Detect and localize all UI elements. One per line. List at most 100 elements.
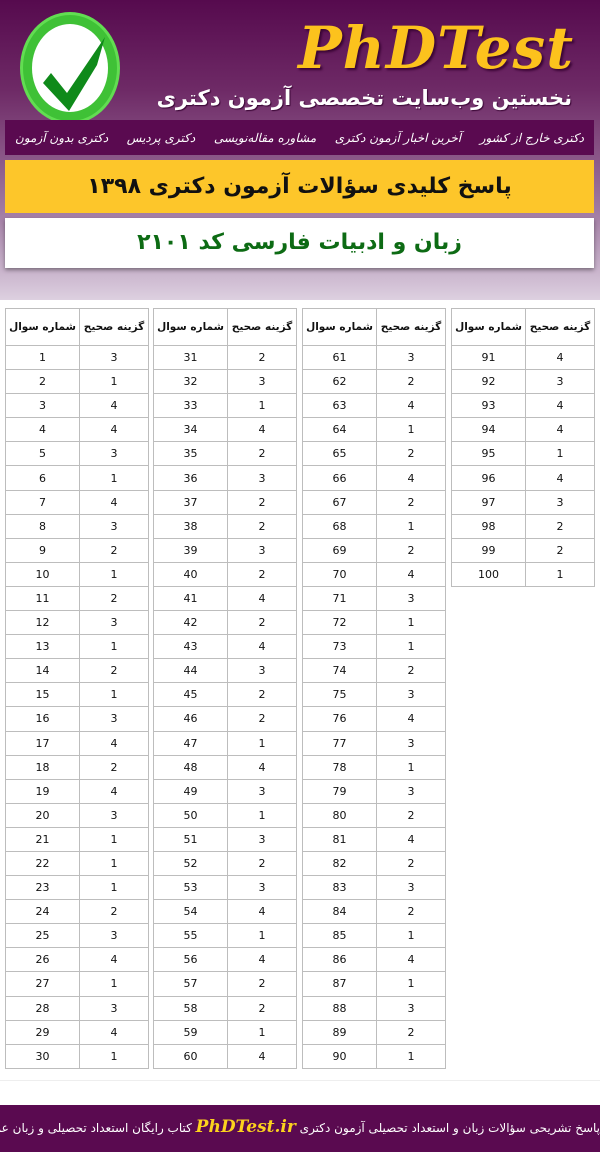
nav-item[interactable]: دکتری بدون آزمون	[15, 130, 109, 145]
table-row: 32 3	[153, 369, 297, 395]
question-number: 5	[5, 441, 80, 467]
question-number: 6	[5, 465, 80, 491]
table-row: 86 4	[302, 947, 446, 973]
answer-table: شماره سوال گزینه صحیح 61 3 62 2 63 4 64 1 65 2 66 4 67…	[302, 308, 446, 1069]
question-number: 87	[302, 971, 377, 997]
correct-answer: 1	[79, 826, 149, 852]
nav-item[interactable]: دکتری پردیس	[126, 130, 196, 145]
correct-answer: 1	[79, 850, 149, 877]
question-number: 20	[5, 802, 80, 828]
question-number: 11	[5, 585, 80, 612]
correct-answer: 2	[227, 682, 297, 708]
correct-answer: 3	[376, 585, 446, 612]
correct-answer: 1	[227, 802, 297, 828]
question-number: 14	[5, 658, 80, 684]
question-number: 76	[302, 706, 377, 732]
correct-answer: 3	[525, 369, 595, 395]
question-number: 41	[153, 585, 228, 612]
correct-answer: 2	[79, 899, 149, 925]
correct-answer: 4	[525, 344, 595, 371]
table-row: 76 4	[302, 706, 446, 732]
answer-header: گزینه صحیح	[376, 308, 446, 346]
correct-answer: 4	[525, 417, 595, 443]
correct-answer: 1	[376, 971, 446, 997]
footer-link[interactable]: PhDTest.ir	[195, 1117, 296, 1137]
table-row: 48 4	[153, 754, 297, 780]
question-number: 68	[302, 513, 377, 539]
table-row: 19 4	[5, 778, 149, 804]
question-number: 58	[153, 995, 228, 1021]
correct-answer: 3	[227, 537, 297, 563]
correct-answer: 2	[525, 513, 595, 539]
question-number: 56	[153, 947, 228, 973]
question-number: 65	[302, 441, 377, 467]
table-row: 46 2	[153, 706, 297, 732]
question-number: 93	[451, 393, 526, 419]
question-number: 3	[5, 393, 80, 419]
correct-answer: 4	[79, 489, 149, 515]
nav-item[interactable]: مشاوره مقاله‌نویسی	[213, 130, 317, 145]
correct-answer: 1	[376, 634, 446, 660]
question-number: 22	[5, 850, 80, 877]
table-row: 27 1	[5, 971, 149, 997]
table-row: 83 3	[302, 875, 446, 901]
question-number: 16	[5, 706, 80, 732]
question-number: 85	[302, 923, 377, 949]
footer-text: کتاب رایگان استعداد تحصیلی و زبان عمومی	[0, 1121, 192, 1135]
correct-answer: 4	[227, 899, 297, 925]
correct-answer: 3	[79, 923, 149, 949]
table-row: 50 1	[153, 802, 297, 828]
correct-answer: 2	[227, 850, 297, 877]
table-row: 75 3	[302, 682, 446, 708]
question-number: 97	[451, 489, 526, 515]
nav-item[interactable]: دکتری خارج از کشور	[479, 130, 584, 145]
question-number: 34	[153, 417, 228, 443]
table-row: 79 3	[302, 778, 446, 804]
table-row: 10 1	[5, 561, 149, 587]
question-number: 23	[5, 875, 80, 901]
question-number: 63	[302, 393, 377, 419]
table-row: 95 1	[451, 441, 595, 467]
question-number: 89	[302, 1019, 377, 1045]
footer-banner[interactable]: پاسخ تشریحی سؤالات زبان و استعداد تحصیلی…	[0, 1105, 600, 1152]
question-number: 29	[5, 1019, 80, 1045]
table-row: 68 1	[302, 513, 446, 539]
table-row: 44 3	[153, 658, 297, 684]
question-number: 100	[451, 561, 526, 587]
correct-answer: 4	[376, 947, 446, 973]
nav-item[interactable]: آخرین اخبار آزمون دکتری	[334, 130, 462, 145]
question-number: 95	[451, 441, 526, 467]
table-row: 57 2	[153, 971, 297, 997]
table-row: 20 3	[5, 802, 149, 828]
question-number: 90	[302, 1043, 377, 1069]
question-number: 32	[153, 369, 228, 395]
table-row: 24 2	[5, 899, 149, 925]
table-row: 82 2	[302, 850, 446, 877]
question-number: 48	[153, 754, 228, 780]
table-row: 56 4	[153, 947, 297, 973]
table-row: 71 3	[302, 585, 446, 612]
correct-answer: 1	[79, 561, 149, 587]
question-number: 8	[5, 513, 80, 539]
correct-answer: 1	[227, 1019, 297, 1045]
brand-logo-text[interactable]: PhDTest	[298, 14, 574, 82]
question-number: 28	[5, 995, 80, 1021]
question-number: 61	[302, 344, 377, 371]
correct-answer: 2	[227, 344, 297, 371]
table-row: 49 3	[153, 778, 297, 804]
table-row: 52 2	[153, 850, 297, 877]
correct-answer: 4	[227, 634, 297, 660]
correct-answer: 3	[525, 489, 595, 515]
question-number: 64	[302, 417, 377, 443]
table-row: 74 2	[302, 658, 446, 684]
correct-answer: 2	[376, 369, 446, 395]
question-number: 79	[302, 778, 377, 804]
question-number: 10	[5, 561, 80, 587]
table-row: 73 1	[302, 634, 446, 660]
logo[interactable]	[20, 12, 120, 124]
